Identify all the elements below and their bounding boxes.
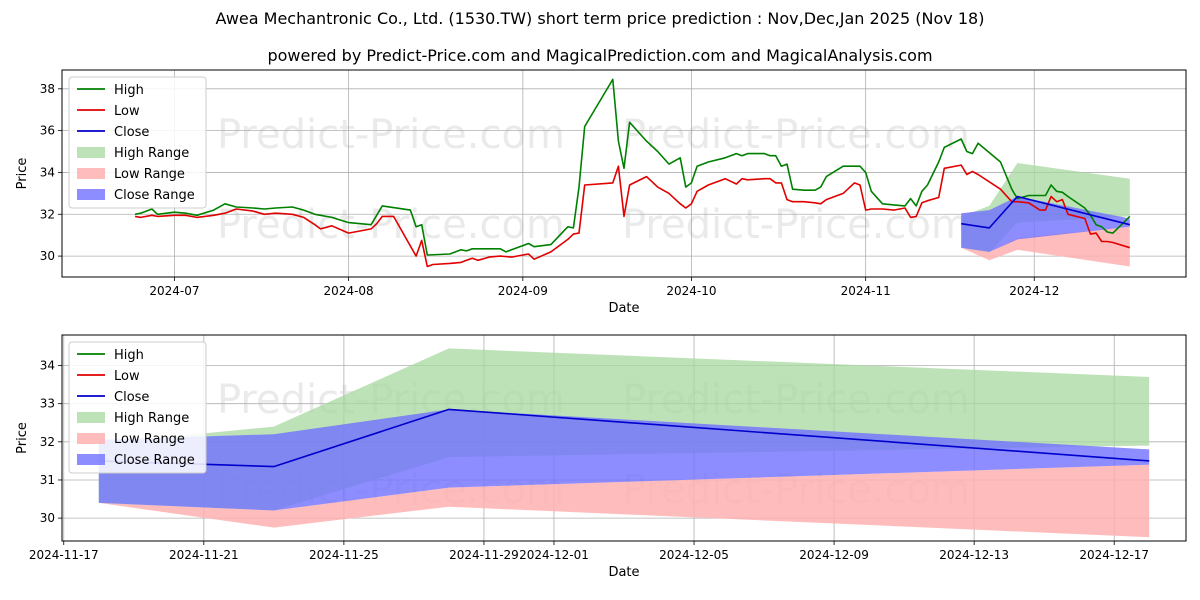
legend: High Low Close High Range Low Range Close Ran… [68, 76, 207, 209]
x-tick-label: 2024-10 [666, 284, 716, 298]
x-tick-label: 2024-12-05 [659, 548, 729, 562]
legend-label-high-range: High Range [114, 411, 189, 426]
x-tick-label: 2024-11-21 [169, 548, 239, 562]
legend-swatch-high-range [77, 147, 105, 158]
legend-swatch-low-range [77, 433, 105, 444]
y-tick-label: 34 [40, 165, 55, 179]
y-tick-label: 34 [40, 359, 55, 373]
plot-frame [61, 334, 1187, 542]
x-axis-label: Date [608, 565, 639, 580]
watermark-text: Predict-Price.com [622, 202, 970, 248]
y-axis-label: Price [15, 158, 30, 190]
low-range-area [98, 464, 1150, 538]
x-axis-label: Date [608, 301, 639, 316]
legend-label-close: Close [114, 125, 149, 140]
x-tick-label: 2024-08 [324, 284, 374, 298]
legend-label-high-range: High Range [114, 146, 189, 161]
y-axis-label: Price [15, 422, 30, 454]
x-tick-label: 2024-11-25 [309, 548, 379, 562]
legend-label-close: Close [114, 390, 149, 405]
legend-swatch-close-range [77, 189, 105, 200]
x-tick-label: 2024-11-17 [29, 548, 99, 562]
plot-frame [61, 69, 1187, 278]
legend-label-high: High [114, 83, 144, 98]
y-tick-label: 33 [40, 397, 55, 411]
legend-label-close-range: Close Range [114, 188, 195, 203]
legend-label-low-range: Low Range [114, 167, 185, 182]
legend-label-low: Low [114, 369, 140, 384]
legend-swatch-close-range [77, 454, 105, 465]
y-tick-label: 38 [40, 82, 55, 96]
low-line [134, 164, 1131, 268]
y-tick-label: 31 [40, 473, 55, 487]
x-tick-label: 2024-07 [149, 284, 199, 298]
chart-subtitle: powered by Predict-Price.com and Magical… [267, 46, 933, 65]
chart-title: Awea Mechantronic Co., Ltd. (1530.TW) sh… [215, 9, 985, 28]
high-line [134, 78, 1131, 256]
legend-label-high: High [114, 348, 144, 363]
panel-1: Predict-Price.com Predict-Price.com Predic… [15, 69, 1187, 316]
y-tick-label: 32 [40, 435, 55, 449]
x-tick-label: 2024-11-29 [449, 548, 519, 562]
y-tick-label: 30 [40, 511, 55, 525]
x-tick-label: 2024-12-01 [519, 548, 589, 562]
y-tick-label: 30 [40, 249, 55, 263]
close-range-area [98, 409, 1150, 511]
legend-label-close-range: Close Range [114, 453, 195, 468]
y-tick-label: 36 [40, 124, 55, 138]
watermark-text: Predict-Price.com [217, 202, 565, 248]
close-line [961, 195, 1130, 229]
low-range-area [961, 226, 1130, 267]
watermark-text: Predict-Price.com [217, 112, 565, 158]
x-tick-label: 2024-09 [498, 284, 548, 298]
panel-2: Predict-Price.comPredict-Price.comPredic… [15, 334, 1187, 580]
x-tick-label: 2024-12-09 [799, 548, 869, 562]
legend-label-low-range: Low Range [114, 432, 185, 447]
x-tick-label: 2024-11 [841, 284, 891, 298]
watermark-text: Predict-Price.com [622, 112, 970, 158]
y-tick-label: 32 [40, 207, 55, 221]
x-tick-label: 2024-12-13 [939, 548, 1009, 562]
x-tick-label: 2024-12 [1009, 284, 1059, 298]
legend: High Low Close High Range Low Range Close Ran… [68, 341, 207, 474]
legend-swatch-low-range [77, 168, 105, 179]
legend-label-low: Low [114, 104, 140, 119]
legend-swatch-high-range [77, 412, 105, 423]
close-range-area [961, 196, 1130, 252]
x-tick-label: 2024-12-17 [1079, 548, 1149, 562]
